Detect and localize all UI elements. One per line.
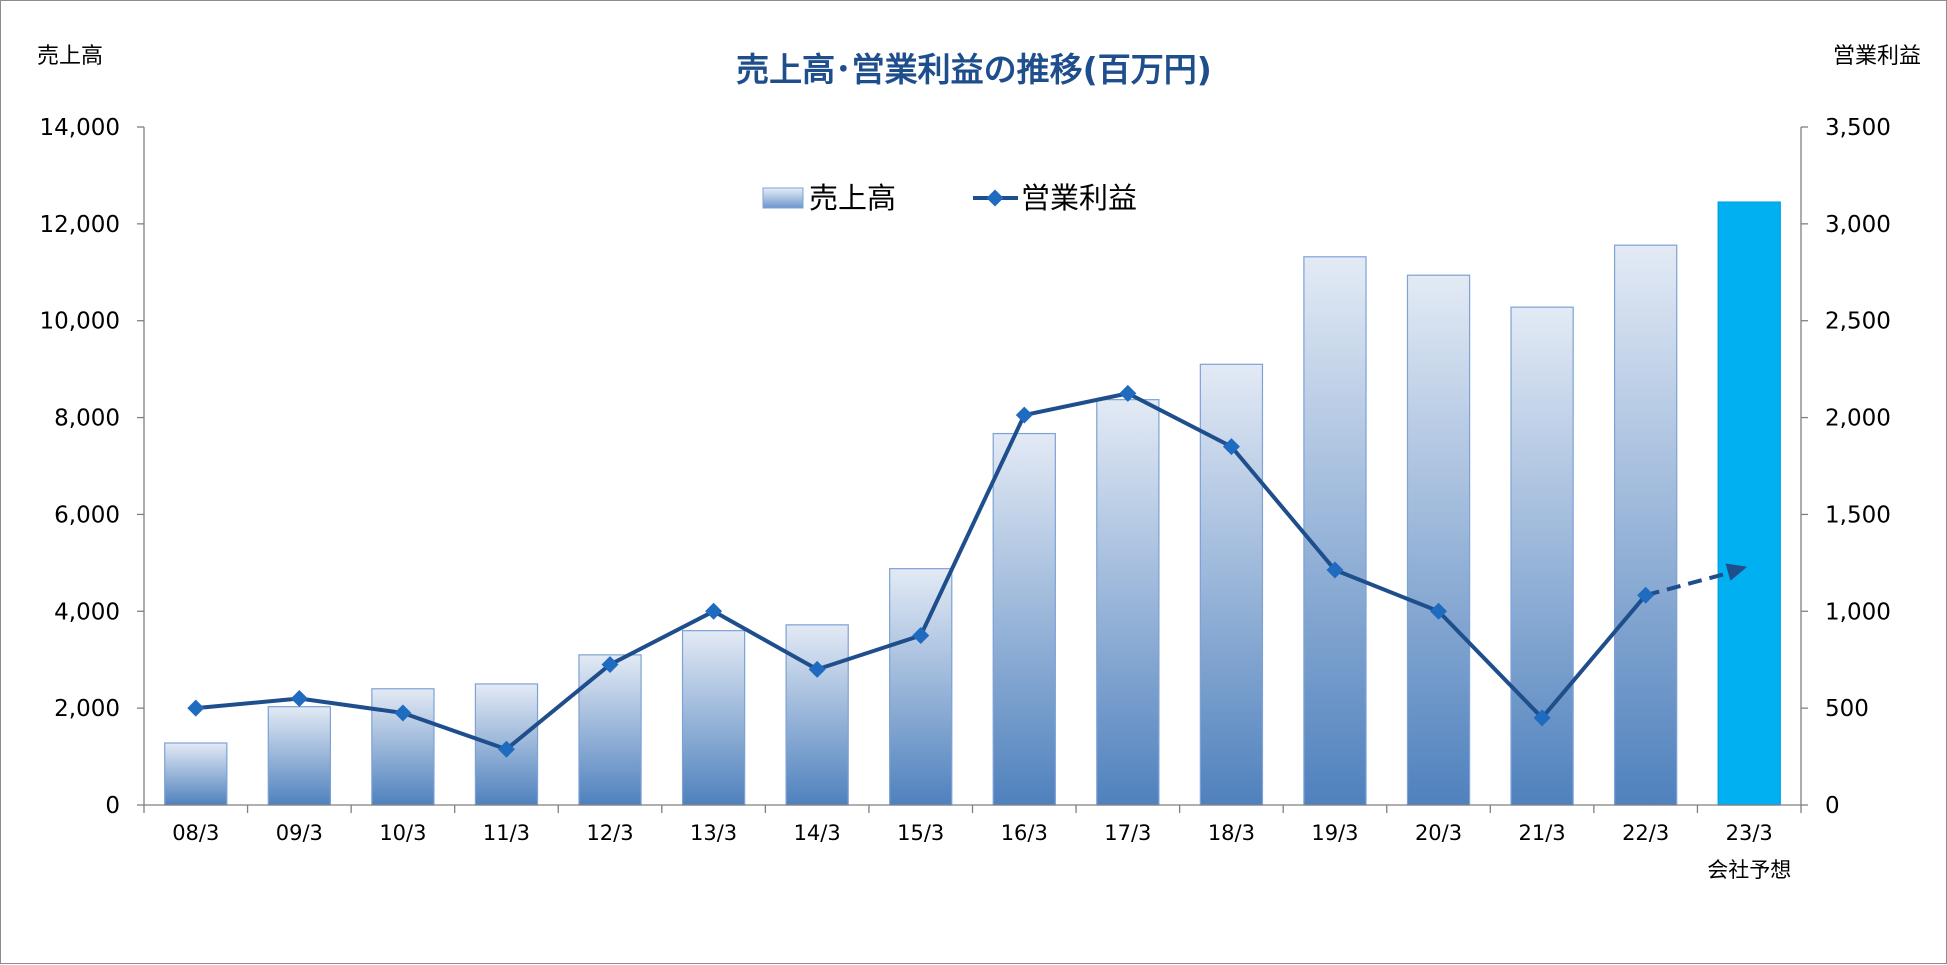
x-tick-label: 09/3 [276, 821, 323, 845]
x-tick-label: 12/3 [586, 821, 633, 845]
line-point [705, 602, 723, 620]
line-point [1015, 406, 1033, 424]
y-right-tick-label: 2,500 [1825, 309, 1891, 335]
line-point [1326, 561, 1344, 579]
y-left-tick-label: 8,000 [54, 406, 120, 432]
y-left-tick-label: 2,000 [54, 696, 120, 722]
line-point [808, 660, 826, 678]
legend-label-bar: 売上高 [809, 181, 896, 215]
bar [267, 706, 332, 806]
x-tick-label: 17/3 [1104, 821, 1151, 845]
bar [578, 654, 642, 806]
x-tick-label: 20/3 [1415, 821, 1462, 845]
legend-swatch-bar [762, 187, 804, 209]
y-left-tick-label: 0 [105, 793, 120, 819]
bar [1096, 399, 1160, 806]
y-right-tick-label: 1,500 [1825, 502, 1891, 528]
bar [164, 742, 228, 806]
x-tick-label: 19/3 [1311, 821, 1358, 845]
y-left-tick-label: 10,000 [40, 309, 120, 335]
forecast-dashed-line [1645, 568, 1738, 598]
y-right-tick-label: 2,000 [1825, 406, 1891, 432]
y-left-tick-label: 12,000 [40, 212, 120, 238]
x-tick-label: 15/3 [897, 821, 944, 845]
y-left-tick-label: 14,000 [40, 115, 120, 141]
x-tick-label: 13/3 [690, 821, 737, 845]
bar [1613, 244, 1678, 806]
x-tick-label: 14/3 [794, 821, 841, 845]
line-point [1533, 709, 1551, 727]
x-tick-label: 18/3 [1208, 821, 1255, 845]
bar [889, 568, 953, 806]
line-point [1637, 586, 1655, 604]
forecast-arrowhead [1725, 563, 1748, 581]
axes-group: 0 2,000 4,000 6,000 8,000 10,000 12,000 14,000 0… [40, 115, 1891, 882]
x-tick-label: 08/3 [172, 821, 219, 845]
x-tick-label: 21/3 [1519, 821, 1566, 845]
y-right-axis-label: 営業利益 [1833, 44, 1921, 69]
bar [992, 432, 1056, 806]
legend-label-line: 営業利益 [1021, 181, 1137, 215]
bar [1199, 363, 1264, 806]
x-tick-label: 16/3 [1001, 821, 1048, 845]
y-left-axis-label: 売上高 [37, 44, 103, 69]
bar [681, 630, 746, 806]
y-right-tick-label: 500 [1825, 696, 1869, 722]
bar [1406, 274, 1471, 806]
line-point [912, 627, 930, 644]
line-point [601, 656, 619, 674]
legend-swatch-marker [986, 189, 1004, 207]
line-point [290, 689, 308, 707]
y-right-tick-label: 1,000 [1825, 599, 1891, 625]
y-right-tick-label: 3,000 [1825, 212, 1891, 238]
x-tick-sublabel-forecast: 会社予想 [1707, 858, 1791, 882]
y-left-tick-label: 4,000 [54, 599, 120, 625]
chart-title: 売上高･営業利益の推移(百万円) [736, 50, 1212, 89]
bar-forecast [1717, 201, 1781, 806]
line-point [187, 699, 205, 717]
y-left-tick-label: 6,000 [54, 502, 120, 528]
line-point [394, 704, 412, 722]
x-tick-label: 22/3 [1622, 821, 1669, 845]
line-point [497, 740, 515, 758]
x-tick-label: 10/3 [379, 821, 426, 845]
x-tick-label: 11/3 [483, 821, 530, 845]
y-right-tick-label: 3,500 [1825, 115, 1891, 141]
x-tick-label: 23/3 [1726, 821, 1773, 845]
bars-group [164, 201, 1781, 806]
legend: 売上高 営業利益 [762, 181, 1137, 215]
bar [1510, 306, 1574, 806]
bar [1303, 256, 1367, 806]
line-point [1430, 602, 1448, 620]
y-right-tick-label: 0 [1825, 793, 1840, 819]
bar [785, 624, 849, 806]
